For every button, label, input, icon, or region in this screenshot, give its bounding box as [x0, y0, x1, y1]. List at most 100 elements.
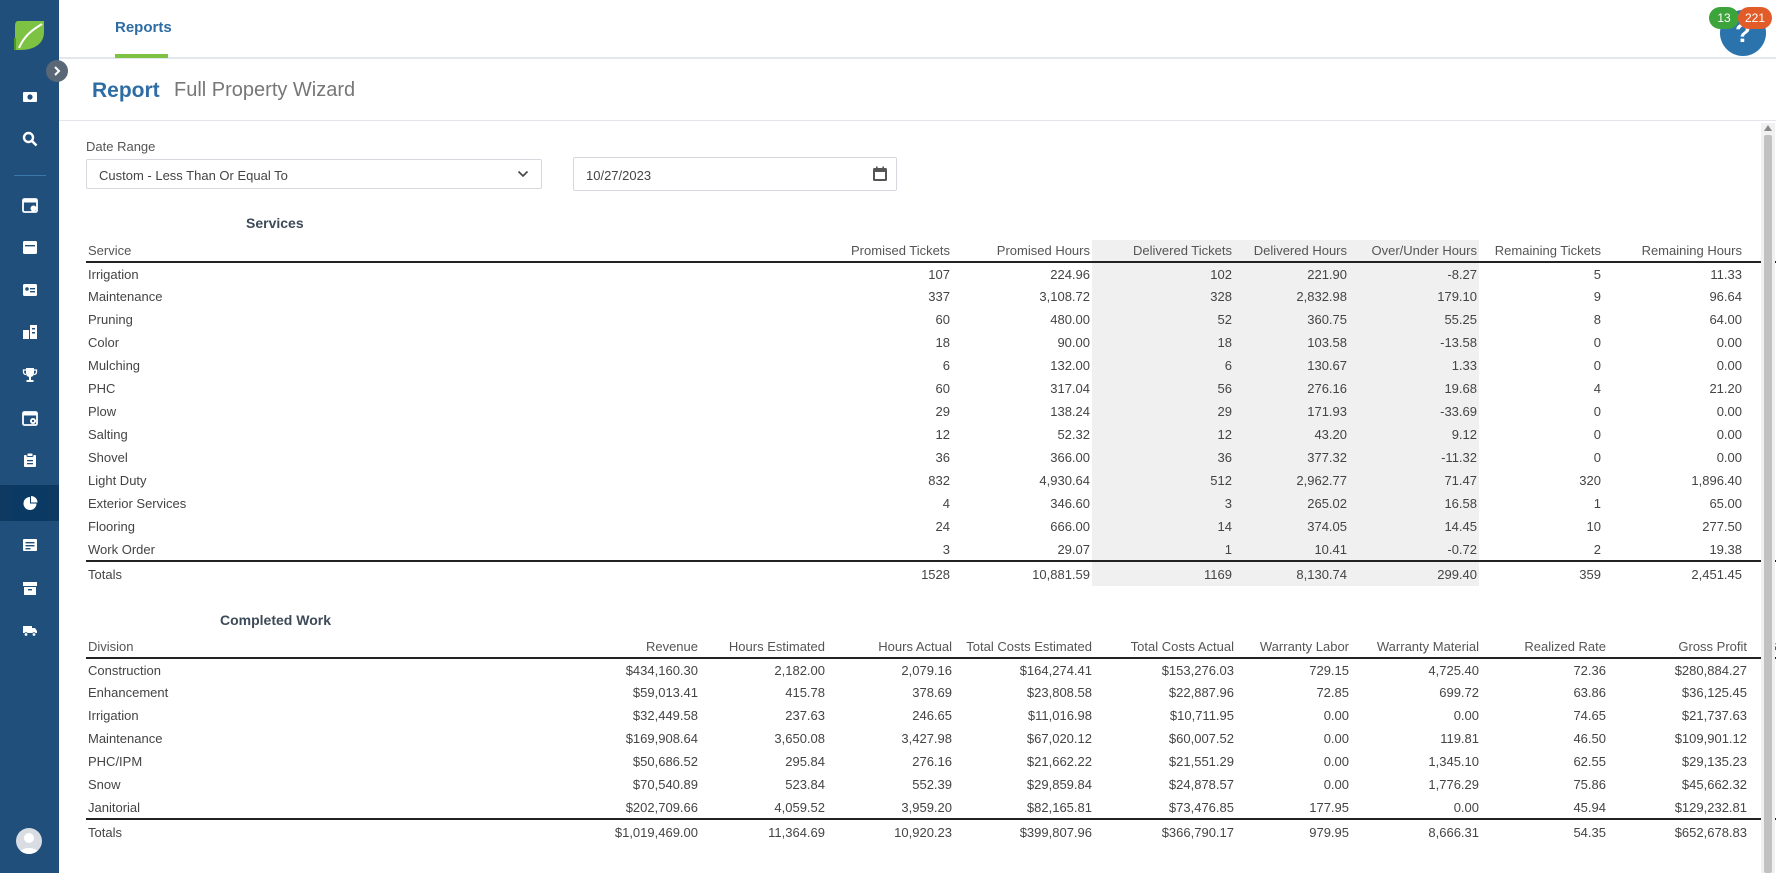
table-row: PHC 60 317.04 56 276.16 19.68 4 21.20: [86, 377, 1776, 400]
column-header[interactable]: Total Costs Actual: [1094, 636, 1236, 659]
reports-pie-icon: [23, 496, 37, 510]
date-range-select[interactable]: Custom - Less Than Or Equal To: [86, 159, 542, 189]
table-cell: Salting: [88, 427, 128, 442]
sidebar-toggle-button[interactable]: [46, 60, 68, 82]
table-cell: Flooring: [88, 519, 135, 534]
sidebar-item-billing[interactable]: [0, 79, 59, 115]
table-cell: 74.65: [1573, 708, 1606, 723]
table-cell: $434,160.30: [625, 662, 698, 678]
column-header[interactable]: Promised Hours: [952, 240, 1092, 263]
chevron-down-icon: [517, 170, 529, 178]
column-header[interactable]: Gross Profit: [1608, 636, 1749, 659]
table-cell: Work Order: [88, 541, 155, 557]
table-cell: 12: [1092, 423, 1234, 446]
sidebar-item-contacts[interactable]: [0, 272, 59, 308]
date-range-label: Date Range: [86, 139, 156, 154]
table-cell: 1: [1092, 538, 1234, 561]
table-cell: Mulching: [88, 358, 141, 373]
column-header[interactable]: Remaining Tickets: [1479, 240, 1603, 263]
table-cell: 0.00: [1716, 404, 1742, 419]
column-header[interactable]: Promised Tickets: [754, 240, 952, 263]
sidebar-item-reports[interactable]: [0, 485, 59, 521]
column-header[interactable]: Total Costs Estimated: [954, 636, 1094, 659]
tab-reports[interactable]: Reports: [115, 19, 172, 36]
table-cell: 9: [1593, 289, 1601, 304]
table-cell: 96.64: [1709, 289, 1742, 304]
table-cell: 16.58: [1349, 492, 1479, 515]
calendar-icon[interactable]: [872, 166, 888, 182]
app-logo[interactable]: [12, 18, 47, 53]
column-header[interactable]: Realized Rate: [1481, 636, 1608, 659]
table-row: Maintenance $169,908.64 3,650.08 3,427.98 $6…: [86, 727, 1776, 750]
date-field[interactable]: 10/27/2023: [573, 157, 897, 191]
table-cell: 0.00: [1323, 777, 1349, 792]
sidebar-item-search[interactable]: [0, 121, 59, 157]
totals-cell: 8,130.74: [1234, 560, 1349, 586]
column-header[interactable]: Warranty Material: [1351, 636, 1481, 659]
table-cell: 237.63: [785, 708, 825, 723]
table-cell: 65.00: [1709, 496, 1742, 511]
table-cell: 130.67: [1234, 354, 1349, 377]
table-cell: 46.50: [1573, 731, 1606, 746]
table-cell: 328: [1092, 285, 1234, 308]
sidebar-item-schedule[interactable]: [0, 187, 59, 223]
scroll-up-icon[interactable]: [1764, 125, 1772, 131]
table-cell: 378.69: [912, 685, 952, 700]
completed-work-table: Division Revenue Hours Estimated Hours Actu…: [86, 636, 1776, 844]
table-cell: 224.96: [1050, 266, 1090, 282]
table-cell: 2: [1593, 541, 1601, 557]
sidebar-item-documents[interactable]: [0, 527, 59, 563]
column-header[interactable]: Division: [86, 636, 444, 659]
table-cell: $24,878.57: [1168, 777, 1234, 792]
completed-work-section-title: Completed Work: [220, 612, 331, 628]
avatar[interactable]: [16, 828, 42, 854]
table-cell: 45.94: [1573, 799, 1606, 815]
table-cell: 4,930.64: [1039, 473, 1090, 488]
column-header[interactable]: Warranty Labor: [1236, 636, 1351, 659]
table-cell: 19.38: [1709, 541, 1742, 557]
column-header[interactable]: Hours Actual: [827, 636, 954, 659]
table-cell: Color: [88, 335, 120, 350]
table-cell: 179.10: [1349, 285, 1479, 308]
table-cell: 6: [1092, 354, 1234, 377]
totals-cell: $652,678.83: [1608, 818, 1749, 844]
notification-badge-red[interactable]: 221: [1738, 7, 1773, 29]
sidebar-item-awards[interactable]: [0, 357, 59, 393]
column-header[interactable]: Remaining Hours: [1603, 240, 1744, 263]
column-header[interactable]: Delivered Tickets: [1092, 240, 1234, 263]
column-header[interactable]: Delivered Hours: [1234, 240, 1349, 263]
totals-cell: 11,364.69: [700, 818, 827, 844]
vertical-scrollbar[interactable]: [1761, 123, 1775, 873]
sidebar-item-calendar[interactable]: [0, 229, 59, 265]
notification-badge-green[interactable]: 13: [1709, 7, 1739, 29]
table-cell: 119.81: [1440, 731, 1479, 746]
sidebar-item-calendar-settings[interactable]: [0, 400, 59, 436]
sidebar-item-tasks[interactable]: [0, 442, 59, 478]
table-cell: PHC: [88, 381, 116, 396]
table-cell: 72.85: [1316, 685, 1349, 700]
page-header: Report Full Property Wizard: [59, 59, 1776, 121]
table-cell: 2,182.00: [774, 662, 825, 678]
sidebar: [0, 0, 59, 873]
table-cell: Construction: [88, 662, 161, 678]
table-cell: Maintenance: [88, 289, 163, 304]
column-header[interactable]: Hours Estimated: [700, 636, 827, 659]
sidebar-item-archive[interactable]: [0, 570, 59, 606]
totals-cell: $399,807.96: [954, 818, 1094, 844]
table-cell: 699.72: [1439, 685, 1479, 700]
table-cell: Maintenance: [88, 731, 163, 746]
column-header[interactable]: Revenue: [444, 636, 700, 659]
totals-cell: 10,920.23: [827, 818, 954, 844]
table-cell: 3: [1092, 492, 1234, 515]
scrollbar-thumb[interactable]: [1764, 135, 1772, 873]
table-cell: 346.60: [1050, 496, 1090, 511]
column-header[interactable]: Over/Under Hours: [1349, 240, 1479, 263]
date-value: 10/27/2023: [586, 168, 652, 183]
table-cell: 0.00: [1716, 450, 1742, 465]
sidebar-item-equipment[interactable]: [0, 612, 59, 648]
column-header[interactable]: Service: [86, 240, 754, 263]
table-row: Snow $70,540.89 523.84 552.39 $29,859.84 $24,…: [86, 773, 1776, 796]
sidebar-item-properties[interactable]: [0, 314, 59, 350]
table-cell: 832: [928, 473, 950, 488]
